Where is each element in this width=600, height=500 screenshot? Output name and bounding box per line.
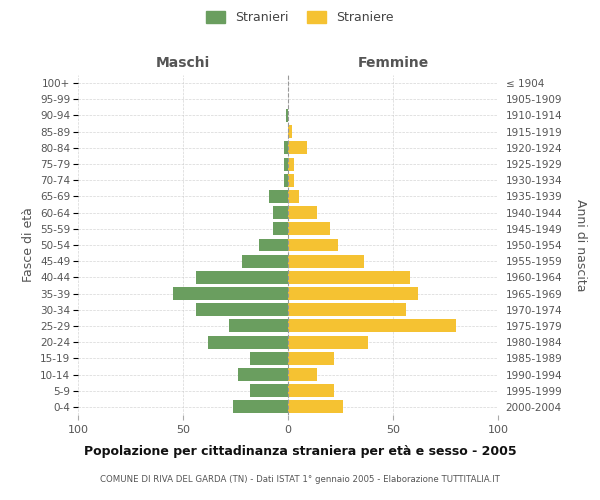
Bar — [250, 352, 288, 365]
Bar — [259, 238, 288, 252]
Bar — [288, 271, 410, 284]
Bar — [196, 304, 288, 316]
Bar — [208, 336, 288, 348]
Bar — [242, 254, 288, 268]
Bar — [284, 174, 288, 186]
Bar — [288, 238, 338, 252]
Bar — [274, 206, 288, 219]
Bar — [269, 190, 288, 203]
Bar — [233, 400, 288, 413]
Bar — [284, 158, 288, 170]
Bar — [288, 320, 456, 332]
Bar — [288, 125, 292, 138]
Bar — [288, 400, 343, 413]
Y-axis label: Fasce di età: Fasce di età — [22, 208, 35, 282]
Text: Popolazione per cittadinanza straniera per età e sesso - 2005: Popolazione per cittadinanza straniera p… — [83, 445, 517, 458]
Bar — [288, 190, 299, 203]
Bar — [288, 384, 334, 397]
Bar — [238, 368, 288, 381]
Bar — [229, 320, 288, 332]
Bar — [288, 142, 307, 154]
Bar — [288, 222, 330, 235]
Text: COMUNE DI RIVA DEL GARDA (TN) - Dati ISTAT 1° gennaio 2005 - Elaborazione TUTTIT: COMUNE DI RIVA DEL GARDA (TN) - Dati IST… — [100, 475, 500, 484]
Bar — [288, 206, 317, 219]
Legend: Stranieri, Straniere: Stranieri, Straniere — [202, 6, 398, 29]
Bar — [288, 254, 364, 268]
Bar — [173, 287, 288, 300]
Bar — [196, 271, 288, 284]
Bar — [286, 109, 288, 122]
Text: Maschi: Maschi — [156, 56, 210, 70]
Bar — [288, 336, 368, 348]
Text: Femmine: Femmine — [358, 56, 428, 70]
Bar — [284, 142, 288, 154]
Bar — [288, 368, 317, 381]
Y-axis label: Anni di nascita: Anni di nascita — [574, 198, 587, 291]
Bar — [288, 158, 295, 170]
Bar — [288, 304, 406, 316]
Bar — [274, 222, 288, 235]
Bar — [288, 352, 334, 365]
Bar — [288, 287, 418, 300]
Bar — [250, 384, 288, 397]
Bar — [288, 174, 295, 186]
